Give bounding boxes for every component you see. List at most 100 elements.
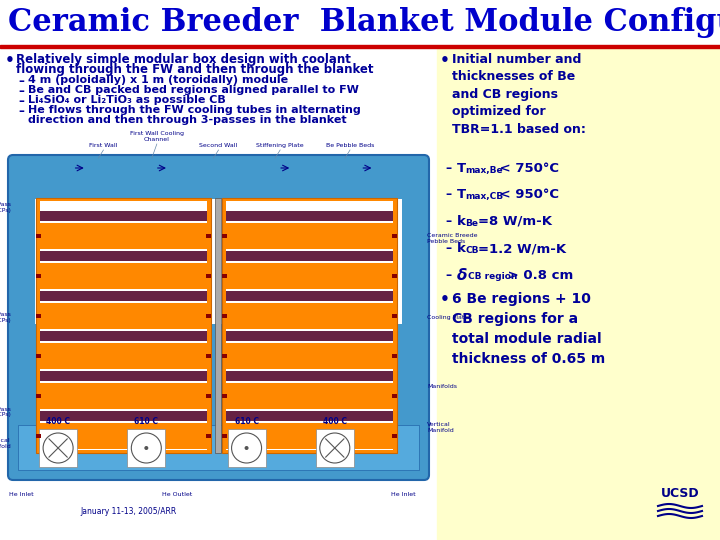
Bar xyxy=(40,201,207,450)
Text: –: – xyxy=(18,75,24,88)
FancyBboxPatch shape xyxy=(8,155,429,480)
Text: δ: δ xyxy=(457,268,467,283)
Text: max,Be: max,Be xyxy=(465,166,503,175)
Bar xyxy=(127,429,166,467)
Text: Manifolds: Manifolds xyxy=(427,384,457,389)
Text: 610 C: 610 C xyxy=(135,417,158,426)
Bar xyxy=(40,291,207,301)
Text: Ceramic Breeder  Blanket Module Configuration: Ceramic Breeder Blanket Module Configura… xyxy=(8,6,720,37)
Bar xyxy=(36,434,41,438)
Text: Relatively simple modular box design with coolant: Relatively simple modular box design wit… xyxy=(16,53,351,66)
Text: •: • xyxy=(440,53,450,68)
Text: k: k xyxy=(457,215,466,228)
Bar xyxy=(226,263,393,289)
Text: 6 Be regions + 10
CB regions for a
total module radial
thickness of 0.65 m: 6 Be regions + 10 CB regions for a total… xyxy=(452,292,606,366)
Bar xyxy=(316,429,354,467)
Bar xyxy=(392,234,397,238)
Bar xyxy=(222,234,227,238)
Text: Vertical
Manifold: Vertical Manifold xyxy=(427,422,454,433)
Text: •: • xyxy=(5,53,15,68)
Bar xyxy=(206,354,211,358)
Circle shape xyxy=(131,433,161,463)
Text: 610 C: 610 C xyxy=(235,417,258,426)
Bar xyxy=(40,371,207,381)
Text: •: • xyxy=(440,292,450,307)
Bar xyxy=(226,303,393,329)
Bar xyxy=(39,429,77,467)
Text: 4 m (poloidally) x 1 m (toroidally) module: 4 m (poloidally) x 1 m (toroidally) modu… xyxy=(28,75,288,85)
Text: –: – xyxy=(18,85,24,98)
Text: He Inlet: He Inlet xyxy=(391,492,415,497)
Bar xyxy=(215,198,221,453)
Bar xyxy=(40,331,207,341)
Text: UCSD: UCSD xyxy=(661,487,699,500)
Text: flowing through the FW and then through the blanket: flowing through the FW and then through … xyxy=(16,63,374,76)
Bar xyxy=(36,394,41,398)
Bar xyxy=(226,422,393,449)
Bar xyxy=(222,354,227,358)
Bar xyxy=(222,394,227,398)
Text: Second Wall: Second Wall xyxy=(199,143,238,148)
Bar xyxy=(392,434,397,438)
Text: Be and CB packed bed regions aligned parallel to FW: Be and CB packed bed regions aligned par… xyxy=(28,85,359,95)
Bar xyxy=(206,274,211,278)
Bar xyxy=(222,198,397,453)
Bar xyxy=(226,371,393,381)
Bar xyxy=(392,274,397,278)
Text: First Wall: First Wall xyxy=(89,143,117,148)
Circle shape xyxy=(320,433,350,463)
Bar xyxy=(226,411,393,421)
Text: –: – xyxy=(445,242,451,255)
Bar xyxy=(40,382,207,409)
Bar xyxy=(18,425,419,470)
Bar xyxy=(206,234,211,238)
Circle shape xyxy=(245,446,248,450)
Bar xyxy=(206,314,211,318)
Bar xyxy=(0,0,720,45)
Bar xyxy=(226,201,393,450)
Text: > 0.8 cm: > 0.8 cm xyxy=(503,269,573,282)
Bar xyxy=(226,251,393,261)
Bar xyxy=(40,263,207,289)
Bar xyxy=(392,314,397,318)
Text: Cooling Plates: Cooling Plates xyxy=(427,315,472,320)
Text: =8 W/m-K: =8 W/m-K xyxy=(478,215,552,228)
Text: Initial number and
thicknesses of Be
and CB regions
optimized for
TBR=1.1 based : Initial number and thicknesses of Be and… xyxy=(452,53,586,136)
Text: –: – xyxy=(445,215,451,228)
Text: –: – xyxy=(18,95,24,108)
Text: CB region: CB region xyxy=(468,272,518,281)
Bar xyxy=(36,314,41,318)
Bar xyxy=(226,223,393,249)
Bar xyxy=(222,314,227,318)
Bar xyxy=(226,342,393,369)
Bar xyxy=(392,394,397,398)
Bar xyxy=(36,234,41,238)
Bar xyxy=(0,45,720,48)
Text: –: – xyxy=(445,162,451,175)
Text: =1.2 W/m-K: =1.2 W/m-K xyxy=(478,242,566,255)
Text: He flows through the FW cooling tubes in alternating: He flows through the FW cooling tubes in… xyxy=(28,105,361,115)
Text: T: T xyxy=(457,188,466,201)
Text: Be: Be xyxy=(465,219,478,228)
Text: Stiffening Plate: Stiffening Plate xyxy=(256,143,304,148)
Text: –: – xyxy=(445,188,451,201)
Text: He Inlet: He Inlet xyxy=(9,492,34,497)
Bar xyxy=(36,198,211,453)
Bar xyxy=(226,331,393,341)
Text: direction and then through 3-passes in the blanket: direction and then through 3-passes in t… xyxy=(28,115,346,125)
Text: First Pass
(4 CPs): First Pass (4 CPs) xyxy=(0,202,11,213)
Text: k: k xyxy=(457,242,466,255)
Text: T: T xyxy=(457,162,466,175)
Text: 400 C: 400 C xyxy=(46,417,70,426)
Text: 400 C: 400 C xyxy=(323,417,347,426)
Bar xyxy=(40,342,207,369)
Text: Li₄SiO₄ or Li₂TiO₃ as possible CB: Li₄SiO₄ or Li₂TiO₃ as possible CB xyxy=(28,95,226,105)
Text: max,CB: max,CB xyxy=(465,192,503,201)
Text: Ceramic Breede
Pebble Beds: Ceramic Breede Pebble Beds xyxy=(427,233,477,244)
Bar xyxy=(392,354,397,358)
Bar xyxy=(0,48,437,540)
Bar xyxy=(40,251,207,261)
Text: < 750°C: < 750°C xyxy=(495,162,559,175)
Bar xyxy=(437,48,720,540)
Text: January 11-13, 2005/ARR: January 11-13, 2005/ARR xyxy=(80,507,176,516)
